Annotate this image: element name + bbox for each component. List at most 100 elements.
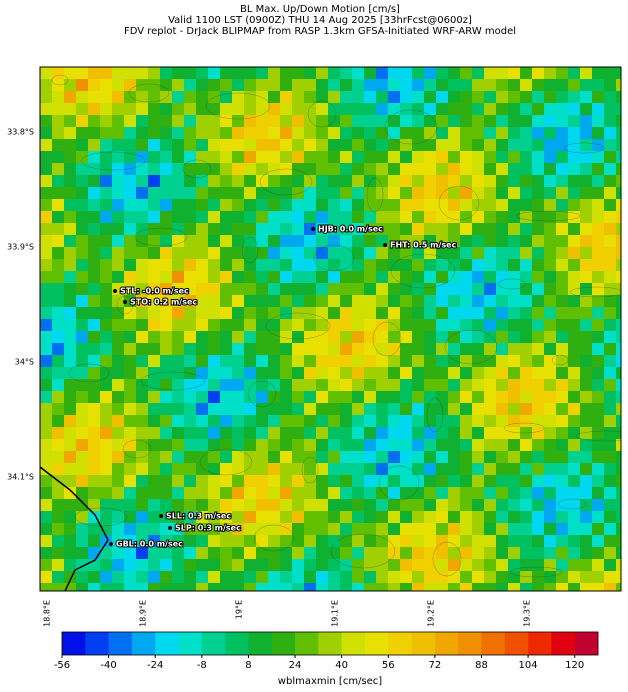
raster-cell (376, 583, 389, 591)
raster-cell (268, 247, 281, 260)
raster-cell (40, 307, 53, 320)
raster-cell (316, 451, 329, 464)
raster-cell (40, 223, 53, 236)
raster-cell (460, 559, 473, 572)
raster-cell (592, 367, 605, 380)
raster-cell (232, 391, 245, 404)
raster-cell (496, 439, 509, 452)
raster-cell (412, 283, 425, 296)
raster-cell (100, 211, 113, 224)
raster-cell (616, 355, 621, 368)
contour (265, 312, 331, 340)
raster-cell (496, 367, 509, 380)
raster-cell (616, 523, 621, 536)
raster-cell (376, 475, 389, 488)
contour (51, 74, 69, 86)
raster-cell (340, 103, 353, 116)
raster-cell (88, 475, 101, 488)
raster-cell (136, 391, 149, 404)
raster-cell (496, 175, 509, 188)
raster-cell (76, 115, 89, 128)
raster-cell (196, 223, 209, 236)
raster-cell (184, 151, 197, 164)
raster-cell (412, 79, 425, 92)
raster-cell (196, 211, 209, 224)
raster-cell (604, 211, 617, 224)
raster-cell (460, 259, 473, 272)
raster-cell (532, 175, 545, 188)
raster-cell (52, 139, 65, 152)
raster-cell (412, 127, 425, 140)
raster-cell (220, 583, 233, 591)
raster-cell (400, 535, 413, 548)
raster-cell (172, 187, 185, 200)
raster-cell (76, 223, 89, 236)
raster-cell (160, 463, 173, 476)
raster-cell (364, 115, 377, 128)
raster-cell (340, 331, 353, 344)
raster-cell (616, 115, 621, 128)
raster-cell (112, 547, 125, 560)
raster-cell (520, 247, 533, 260)
raster-cell (532, 271, 545, 284)
raster-cell (316, 487, 329, 500)
raster-cell (328, 403, 341, 416)
raster-cell (148, 295, 161, 308)
raster-cell (112, 211, 125, 224)
raster-cell (472, 175, 485, 188)
raster-cell (148, 163, 161, 176)
raster-cell (160, 175, 173, 188)
raster-cell (160, 319, 173, 332)
contour (390, 253, 456, 289)
raster-cell (172, 91, 185, 104)
raster-cell (172, 547, 185, 560)
raster-cell (424, 523, 437, 536)
raster-cell (604, 139, 617, 152)
raster-cell (316, 535, 329, 548)
raster-cell (592, 379, 605, 392)
raster-cell (484, 355, 497, 368)
raster-cell (544, 535, 557, 548)
raster-cell (40, 559, 53, 572)
raster-cell (376, 175, 389, 188)
raster-cell (196, 295, 209, 308)
raster-cell (448, 175, 461, 188)
raster-cell (160, 271, 173, 284)
raster-cell (40, 79, 53, 92)
contour (515, 210, 581, 222)
raster-cell (424, 367, 437, 380)
raster-cell (544, 439, 557, 452)
raster-cell (592, 127, 605, 140)
raster-cell (184, 271, 197, 284)
raster-cell (520, 331, 533, 344)
raster-cell (244, 475, 257, 488)
raster-cell (376, 247, 389, 260)
raster-cell (496, 499, 509, 512)
raster-cell (388, 67, 401, 80)
raster-cell (400, 223, 413, 236)
raster-cell (580, 175, 593, 188)
contour (563, 142, 605, 154)
raster-cell (76, 103, 89, 116)
raster-cell (400, 103, 413, 116)
raster-cell (484, 307, 497, 320)
raster-cell (52, 391, 65, 404)
station-dot (311, 227, 315, 231)
raster-cell (172, 427, 185, 440)
raster-cell (556, 343, 569, 356)
raster-cell (412, 343, 425, 356)
raster-cell (256, 103, 269, 116)
raster-cell (256, 127, 269, 140)
raster-cell (52, 235, 65, 248)
raster-cell (364, 451, 377, 464)
raster-cell (292, 115, 305, 128)
raster-cell (352, 511, 365, 524)
raster-cell (100, 163, 113, 176)
colorbar-bin (341, 632, 366, 655)
raster-cell (148, 391, 161, 404)
raster-cell (136, 127, 149, 140)
raster-cell (40, 379, 53, 392)
raster-cell (388, 475, 401, 488)
raster-cell (160, 199, 173, 212)
raster-cell (316, 475, 329, 488)
